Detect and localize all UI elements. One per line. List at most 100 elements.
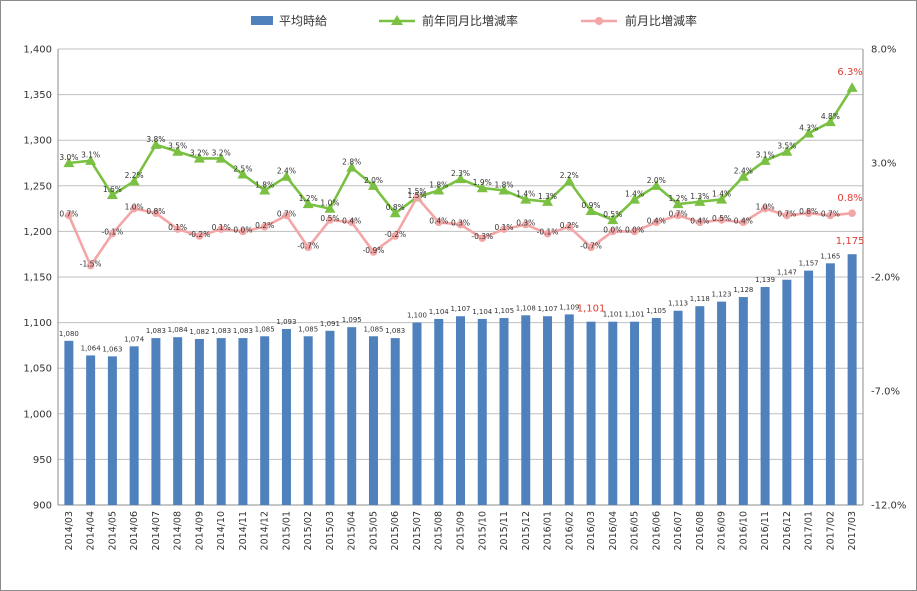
bar-value-label: 1,107 xyxy=(538,305,558,313)
x-axis-tick: 2014/03 xyxy=(64,511,75,550)
x-axis-tick: 2015/08 xyxy=(434,511,445,550)
bar xyxy=(173,337,183,505)
mom-point xyxy=(391,232,400,240)
mom-point xyxy=(630,227,639,236)
bar xyxy=(825,263,835,505)
bar xyxy=(347,327,357,505)
line-value-label: 1.0% xyxy=(756,203,775,212)
yoy-point xyxy=(607,214,619,225)
yoy-point xyxy=(302,198,314,209)
line-value-label: 0.7% xyxy=(669,209,688,218)
bar-value-label: 1,175 xyxy=(836,236,865,247)
line-value-label: 1.5% xyxy=(407,191,426,200)
line-value-label: -1.5% xyxy=(80,260,102,269)
mom-point xyxy=(565,223,574,231)
x-axis-tick: 2016/12 xyxy=(782,511,793,550)
line-value-label: 3.1% xyxy=(756,151,775,160)
yoy-point xyxy=(172,146,184,156)
left-axis-tick: 950 xyxy=(33,455,52,466)
x-axis-tick: 2017/01 xyxy=(804,511,815,550)
yoy-point xyxy=(150,139,162,149)
bar xyxy=(782,279,792,505)
line-value-label: -0.1% xyxy=(102,228,124,237)
mom-point xyxy=(500,225,508,233)
bar-value-label: 1,101 xyxy=(577,304,606,315)
yoy-point xyxy=(737,171,749,181)
line-value-label: 3.1% xyxy=(81,151,100,160)
right-axis-tick: 3.0% xyxy=(871,159,896,170)
line-value-label: 0.4% xyxy=(342,216,361,225)
line-value-label: 0.0% xyxy=(233,225,252,234)
bar-value-label: 1,064 xyxy=(81,344,102,352)
yoy-point xyxy=(781,146,793,156)
bar-value-label: 1,083 xyxy=(211,327,231,335)
yoy-point xyxy=(846,82,858,92)
yoy-point xyxy=(455,173,466,184)
mom-point xyxy=(521,220,530,229)
x-axis-tick: 2015/06 xyxy=(390,511,401,550)
yoy-point xyxy=(63,157,75,168)
bar-value-label: 1,113 xyxy=(668,300,688,308)
bar-value-label: 1,085 xyxy=(363,325,383,333)
mom-point xyxy=(130,204,138,213)
yoy-point xyxy=(324,203,336,213)
bar xyxy=(499,318,509,505)
x-axis-tick: 2015/11 xyxy=(499,511,510,550)
bar xyxy=(651,318,661,505)
yoy-point xyxy=(716,193,728,204)
bar-value-label: 1,105 xyxy=(646,307,666,315)
bar-value-label: 1,104 xyxy=(472,308,493,316)
mom-point xyxy=(543,229,552,238)
bar xyxy=(86,355,96,505)
yoy-point xyxy=(476,182,488,193)
line-value-label: 6.3% xyxy=(837,67,862,78)
yoy-point xyxy=(694,196,706,206)
legend: 平均時給 前年同月比増減率 前月比増減率 xyxy=(251,13,697,28)
mom-point xyxy=(173,225,182,233)
bar xyxy=(303,336,313,505)
line-value-label: 4.8% xyxy=(821,112,840,121)
line-value-label: 3.5% xyxy=(777,142,796,151)
yoy-point xyxy=(650,180,662,190)
mom-point xyxy=(86,261,95,270)
x-axis-tick: 2014/09 xyxy=(194,511,205,550)
axes: 900 950 1,000 1,050 1,100 1,150 1,200 1,250 1,30… xyxy=(23,45,906,512)
bar-value-label: 1,101 xyxy=(603,311,623,319)
line-value-label: 1.8% xyxy=(429,180,448,189)
mom-point xyxy=(761,204,769,213)
left-axis-tick: 1,400 xyxy=(23,45,52,56)
line-value-label: 1.4% xyxy=(516,189,535,198)
x-axis-tick: 2016/11 xyxy=(760,511,771,550)
line-value-label: -0.9% xyxy=(363,246,385,255)
line-value-label: 1.0% xyxy=(320,199,339,208)
yoy-point xyxy=(280,171,292,181)
line-value-label: -0.7% xyxy=(580,241,602,250)
bar-value-label: 1,139 xyxy=(755,276,775,284)
line-value-label: 0.0% xyxy=(603,225,622,234)
bar-value-label: 1,101 xyxy=(625,311,645,319)
line-value-label: 2.3% xyxy=(451,169,470,178)
bar-value-label: 1,123 xyxy=(712,291,732,299)
line-value-label: 0.5% xyxy=(712,214,731,223)
line-value-label: 0.1% xyxy=(168,223,187,232)
line-value-label: 0.1% xyxy=(212,223,231,232)
line-value-label: 2.0% xyxy=(647,176,666,185)
mom-point xyxy=(326,216,334,224)
x-axis-tick: 2014/06 xyxy=(129,511,140,550)
x-axis-tick: 2016/06 xyxy=(651,511,662,550)
bar-value-label: 1,082 xyxy=(189,328,209,336)
x-axis-tick: 2016/09 xyxy=(717,511,728,550)
line-value-label: 0.4% xyxy=(690,216,709,225)
x-axis-tick: 2014/05 xyxy=(107,511,118,550)
legend-label-yoy: 前年同月比増減率 xyxy=(422,13,518,28)
right-axis-tick: -12.0% xyxy=(871,501,906,512)
bar-value-label: 1,083 xyxy=(233,327,253,335)
mom-point xyxy=(456,220,465,229)
mom-point xyxy=(239,227,247,236)
line-value-label: 0.7% xyxy=(777,209,796,218)
line-value-label: 1.6% xyxy=(103,185,122,194)
mom-point xyxy=(347,218,356,227)
bar-value-label: 1,109 xyxy=(559,303,579,311)
bar xyxy=(390,338,400,505)
line-value-label: 1.4% xyxy=(625,189,644,198)
